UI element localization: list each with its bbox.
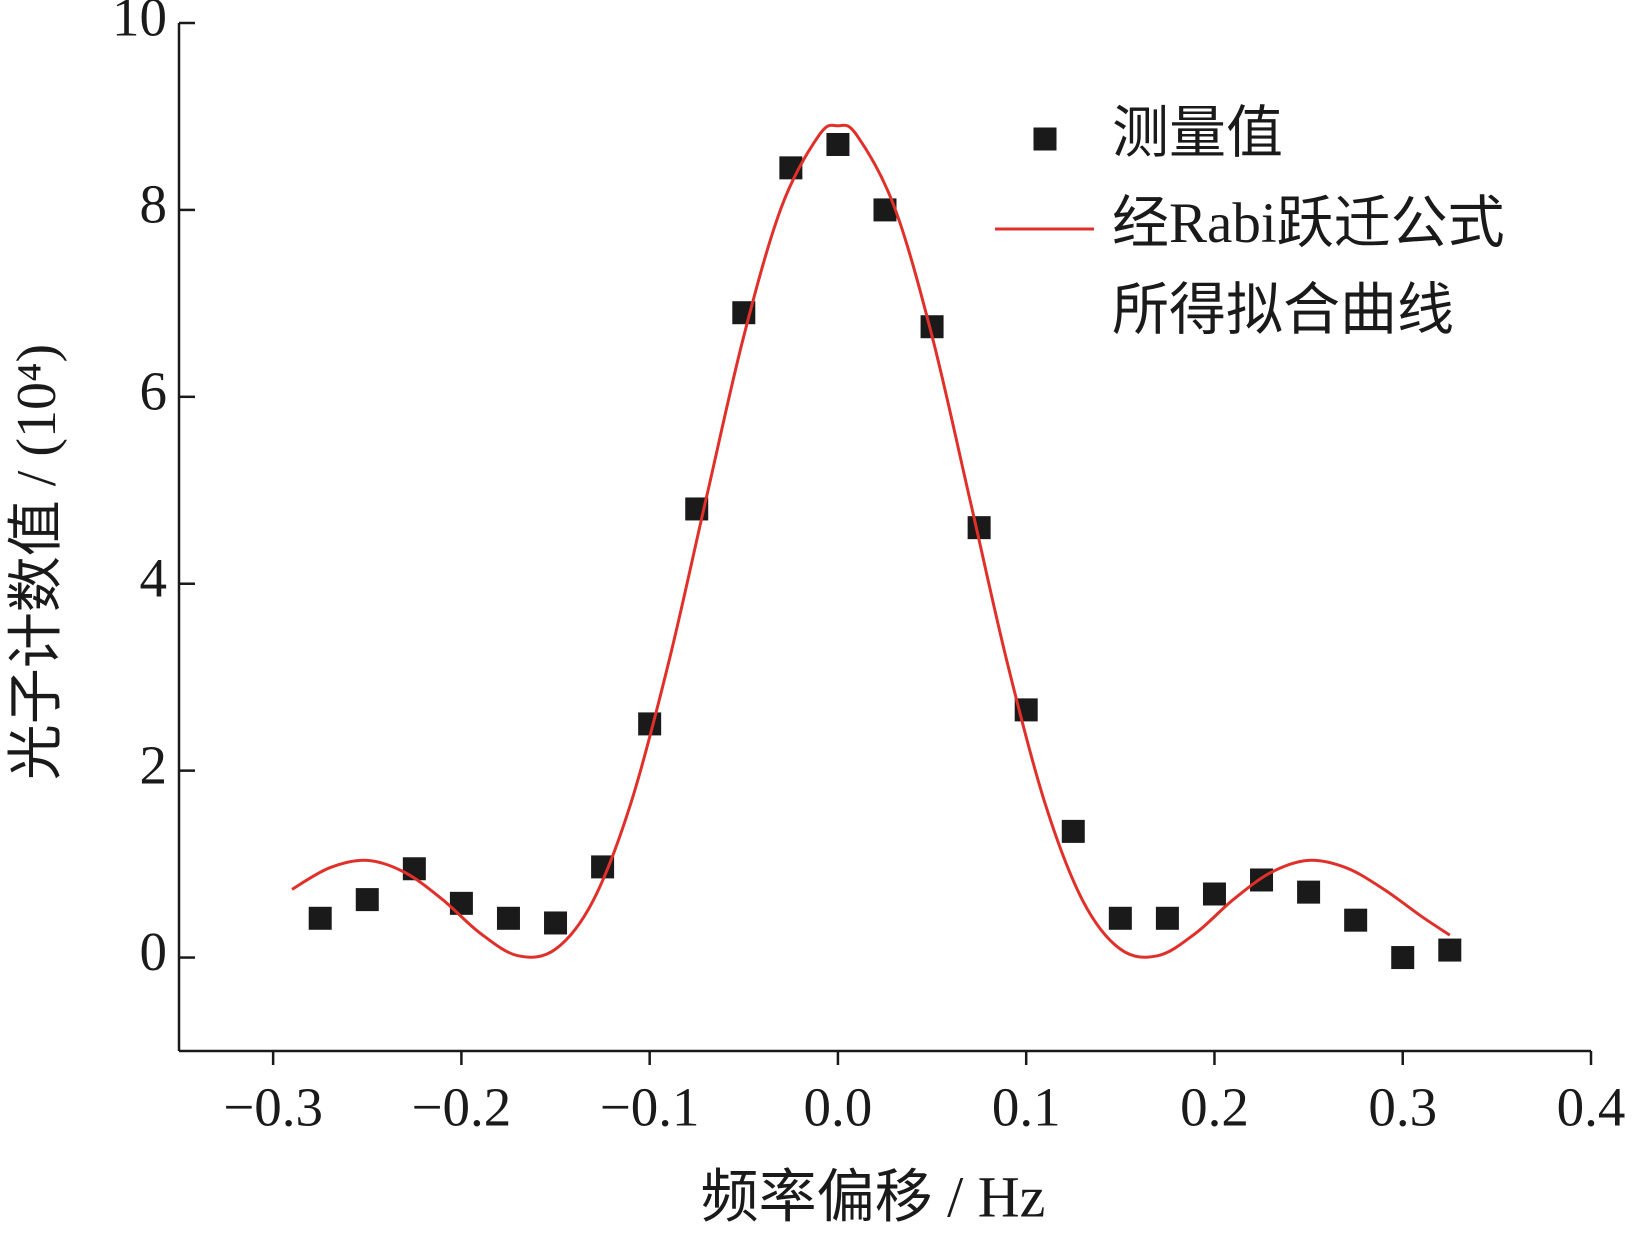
x-tick-label: −0.3 <box>223 1077 323 1138</box>
legend-label: 测量值 <box>1112 102 1283 165</box>
y-tick-label: 10 <box>112 0 167 48</box>
data-point <box>1202 882 1226 906</box>
x-tick-label: 0.2 <box>1180 1077 1249 1138</box>
x-axis-title: 频率偏移 / Hz <box>701 1164 1046 1229</box>
data-point <box>1061 819 1085 843</box>
data-point <box>873 198 897 222</box>
y-tick-label: 0 <box>140 921 168 982</box>
x-tick-label: 0.0 <box>804 1077 873 1138</box>
y-tick-label: 4 <box>140 547 168 608</box>
data-point <box>308 906 332 930</box>
data-point <box>826 132 850 156</box>
data-point <box>496 906 520 930</box>
data-point <box>1438 938 1462 962</box>
data-point <box>1155 906 1179 930</box>
x-tick-label: −0.1 <box>600 1077 700 1138</box>
x-tick-label: −0.2 <box>412 1077 512 1138</box>
legend-label: 经Rabi跃迁公式所得拟合曲线 <box>1112 192 1505 342</box>
data-point <box>1344 908 1368 932</box>
x-tick-label: 0.4 <box>1557 1077 1626 1138</box>
data-point <box>591 855 615 879</box>
data-point <box>355 888 379 912</box>
y-axis-title: 光子计数值 / (10⁴) <box>6 344 68 780</box>
y-tick-label: 6 <box>140 360 168 421</box>
data-point <box>1108 906 1132 930</box>
data-point <box>1297 880 1321 904</box>
data-point <box>449 891 473 915</box>
x-tick-label: 0.1 <box>992 1077 1061 1138</box>
y-tick-label: 8 <box>140 174 168 235</box>
fit-curve <box>291 123 1451 959</box>
data-point <box>544 911 568 935</box>
y-tick-label: 2 <box>140 734 168 795</box>
legend-marker <box>1033 127 1057 151</box>
x-tick-label: 0.3 <box>1368 1077 1437 1138</box>
data-point <box>1391 946 1415 970</box>
data-point <box>920 315 944 339</box>
data-point <box>967 516 991 540</box>
